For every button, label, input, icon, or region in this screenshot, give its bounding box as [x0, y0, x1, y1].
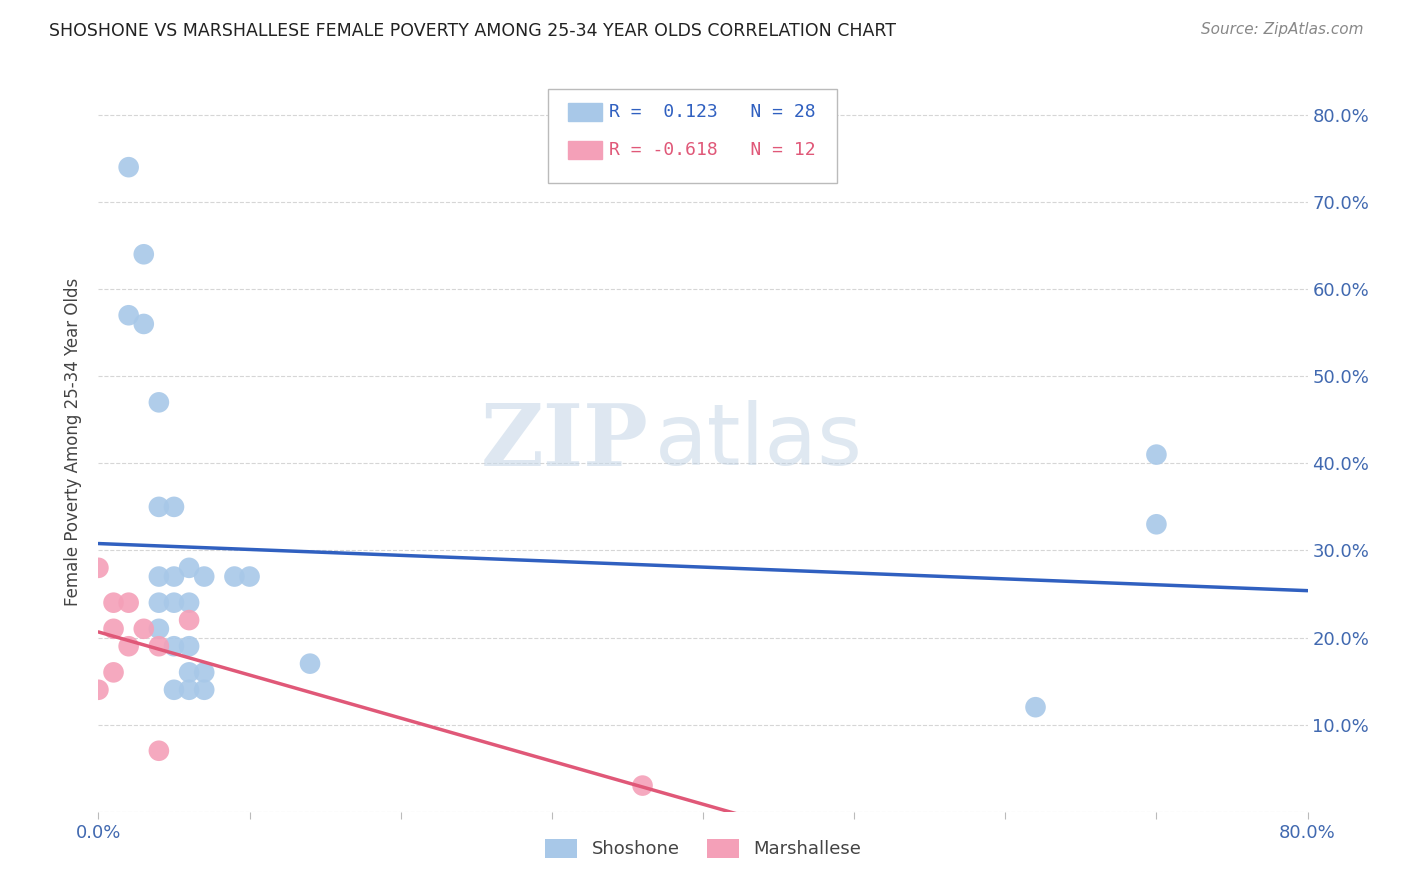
Point — [87, 682, 110, 697]
Point — [103, 665, 125, 680]
Point — [179, 561, 201, 575]
Point — [163, 639, 186, 653]
Text: atlas: atlas — [655, 400, 863, 483]
Point — [148, 744, 170, 758]
Text: Source: ZipAtlas.com: Source: ZipAtlas.com — [1201, 22, 1364, 37]
Y-axis label: Female Poverty Among 25-34 Year Olds: Female Poverty Among 25-34 Year Olds — [65, 277, 83, 606]
Point — [163, 682, 186, 697]
Point — [631, 779, 654, 793]
Point — [118, 308, 141, 322]
Point — [179, 613, 201, 627]
Point — [179, 682, 201, 697]
Point — [132, 247, 155, 261]
Point — [148, 622, 170, 636]
Point — [148, 395, 170, 409]
Legend: Shoshone, Marshallese: Shoshone, Marshallese — [537, 832, 869, 865]
Text: SHOSHONE VS MARSHALLESE FEMALE POVERTY AMONG 25-34 YEAR OLDS CORRELATION CHART: SHOSHONE VS MARSHALLESE FEMALE POVERTY A… — [49, 22, 896, 40]
Point — [193, 682, 215, 697]
Point — [103, 596, 125, 610]
Point — [118, 639, 141, 653]
Point — [193, 665, 215, 680]
Point — [148, 569, 170, 583]
Text: ZIP: ZIP — [481, 400, 648, 483]
Point — [163, 500, 186, 514]
Point — [87, 561, 110, 575]
Text: R =  0.123   N = 28: R = 0.123 N = 28 — [609, 103, 815, 121]
Point — [299, 657, 322, 671]
Point — [132, 622, 155, 636]
Point — [1144, 517, 1167, 532]
Point — [224, 569, 246, 583]
Text: R = -0.618   N = 12: R = -0.618 N = 12 — [609, 141, 815, 159]
Point — [103, 622, 125, 636]
Point — [1144, 448, 1167, 462]
Point — [163, 569, 186, 583]
Point — [1024, 700, 1046, 714]
Point — [118, 160, 141, 174]
Point — [148, 639, 170, 653]
Point — [148, 500, 170, 514]
Point — [118, 596, 141, 610]
Point — [239, 569, 262, 583]
Point — [132, 317, 155, 331]
Point — [179, 639, 201, 653]
Point — [193, 569, 215, 583]
Point — [163, 596, 186, 610]
Point — [148, 596, 170, 610]
Point — [179, 596, 201, 610]
Point — [179, 665, 201, 680]
